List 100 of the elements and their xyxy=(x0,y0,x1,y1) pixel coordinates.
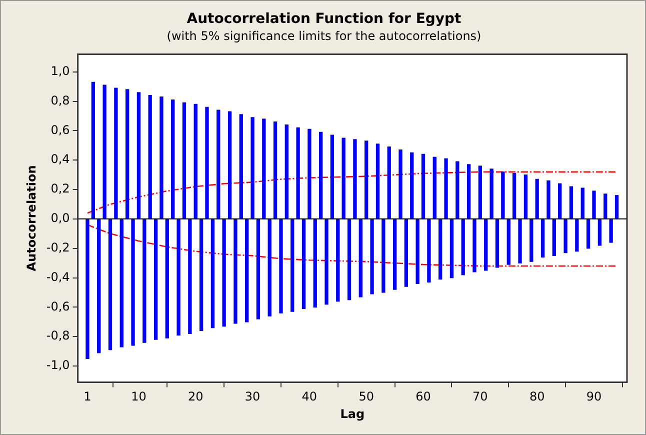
y-tick-label: 0,6 xyxy=(50,122,70,137)
y-tick-label: 1,0 xyxy=(50,64,70,78)
bar xyxy=(575,219,579,252)
y-tick-label: 0,0 xyxy=(50,211,70,226)
bar xyxy=(120,219,124,348)
bar xyxy=(456,161,460,219)
bar xyxy=(376,144,380,219)
bar xyxy=(598,219,602,246)
bar xyxy=(199,219,204,332)
bar xyxy=(495,219,500,268)
y-tick-label: 0,8 xyxy=(50,93,70,108)
bar xyxy=(586,219,590,249)
bar xyxy=(273,122,278,219)
x-tick-label: 40 xyxy=(302,390,318,404)
bar xyxy=(382,219,386,293)
x-tick-label: 70 xyxy=(472,390,488,404)
line-series xyxy=(86,224,618,267)
x-tick-label: 50 xyxy=(358,390,374,404)
bar xyxy=(250,117,254,219)
bar xyxy=(216,110,220,219)
bar xyxy=(580,188,584,219)
bar xyxy=(160,96,164,219)
bar xyxy=(416,219,420,284)
x-tick-label: 10 xyxy=(131,390,146,404)
bar xyxy=(108,219,112,350)
bar xyxy=(432,156,436,219)
bar xyxy=(188,219,192,334)
bar xyxy=(136,92,141,219)
x-tick-label: 90 xyxy=(586,390,602,404)
bar xyxy=(296,127,300,219)
bar xyxy=(530,219,534,262)
bar xyxy=(313,219,317,308)
bar xyxy=(564,219,568,254)
bar xyxy=(262,118,266,219)
bar xyxy=(501,172,505,219)
y-tick-label: 0,4 xyxy=(50,152,70,166)
line-series xyxy=(86,171,618,214)
bar xyxy=(387,146,391,219)
bar xyxy=(290,219,294,312)
bar xyxy=(535,178,539,219)
bar xyxy=(336,219,340,302)
bar xyxy=(466,164,471,219)
bar xyxy=(370,219,374,294)
bar xyxy=(461,219,465,276)
x-tick-label: 20 xyxy=(188,390,204,404)
bar xyxy=(410,152,414,219)
x-tick-label: 30 xyxy=(244,390,260,404)
x-tick-label: 1 xyxy=(84,390,92,404)
chart-subtitle: (with 5% significance limits for the autocorrelations) xyxy=(166,29,482,44)
x-axis-title: Lag xyxy=(340,406,365,421)
bar xyxy=(284,124,289,219)
bar xyxy=(234,219,238,324)
bar xyxy=(558,183,562,219)
bar xyxy=(552,219,556,256)
bar xyxy=(518,219,522,264)
bar xyxy=(490,168,494,219)
bar xyxy=(210,219,215,328)
bar xyxy=(512,173,516,219)
bar xyxy=(171,99,175,219)
bar xyxy=(353,139,357,219)
bar xyxy=(342,138,346,219)
bar xyxy=(318,132,323,219)
bar xyxy=(540,219,545,258)
bar xyxy=(484,219,488,271)
bar xyxy=(91,82,96,219)
bar xyxy=(614,195,619,219)
bar xyxy=(421,154,426,219)
bar xyxy=(569,186,574,219)
bar xyxy=(194,104,198,219)
bar xyxy=(142,219,146,343)
bar xyxy=(279,219,283,314)
bar xyxy=(114,88,118,219)
bar xyxy=(97,219,101,354)
bar xyxy=(444,158,448,219)
bar xyxy=(222,219,226,327)
bar xyxy=(154,219,158,340)
bar xyxy=(86,219,90,359)
y-axis-title: Autocorrelation xyxy=(24,165,38,272)
bar xyxy=(347,219,352,300)
chart-title: Autocorrelation Function for Egypt xyxy=(186,11,462,28)
bar xyxy=(324,219,328,305)
bar xyxy=(450,219,454,278)
bar xyxy=(398,149,402,219)
x-tick-label: 60 xyxy=(416,390,431,404)
bar xyxy=(364,140,368,219)
bar xyxy=(148,95,152,219)
bar xyxy=(268,219,272,316)
bar xyxy=(404,219,408,287)
bar xyxy=(182,102,186,219)
bar xyxy=(302,219,306,309)
y-tick-label: -1,0 xyxy=(46,358,70,372)
bar xyxy=(427,219,431,283)
bar xyxy=(239,114,243,219)
bar xyxy=(176,219,180,336)
y-tick-label: -0,4 xyxy=(46,270,70,284)
bar xyxy=(131,219,135,346)
bar xyxy=(205,106,209,219)
bar xyxy=(245,219,249,322)
bar xyxy=(392,219,397,290)
bar xyxy=(546,180,550,219)
